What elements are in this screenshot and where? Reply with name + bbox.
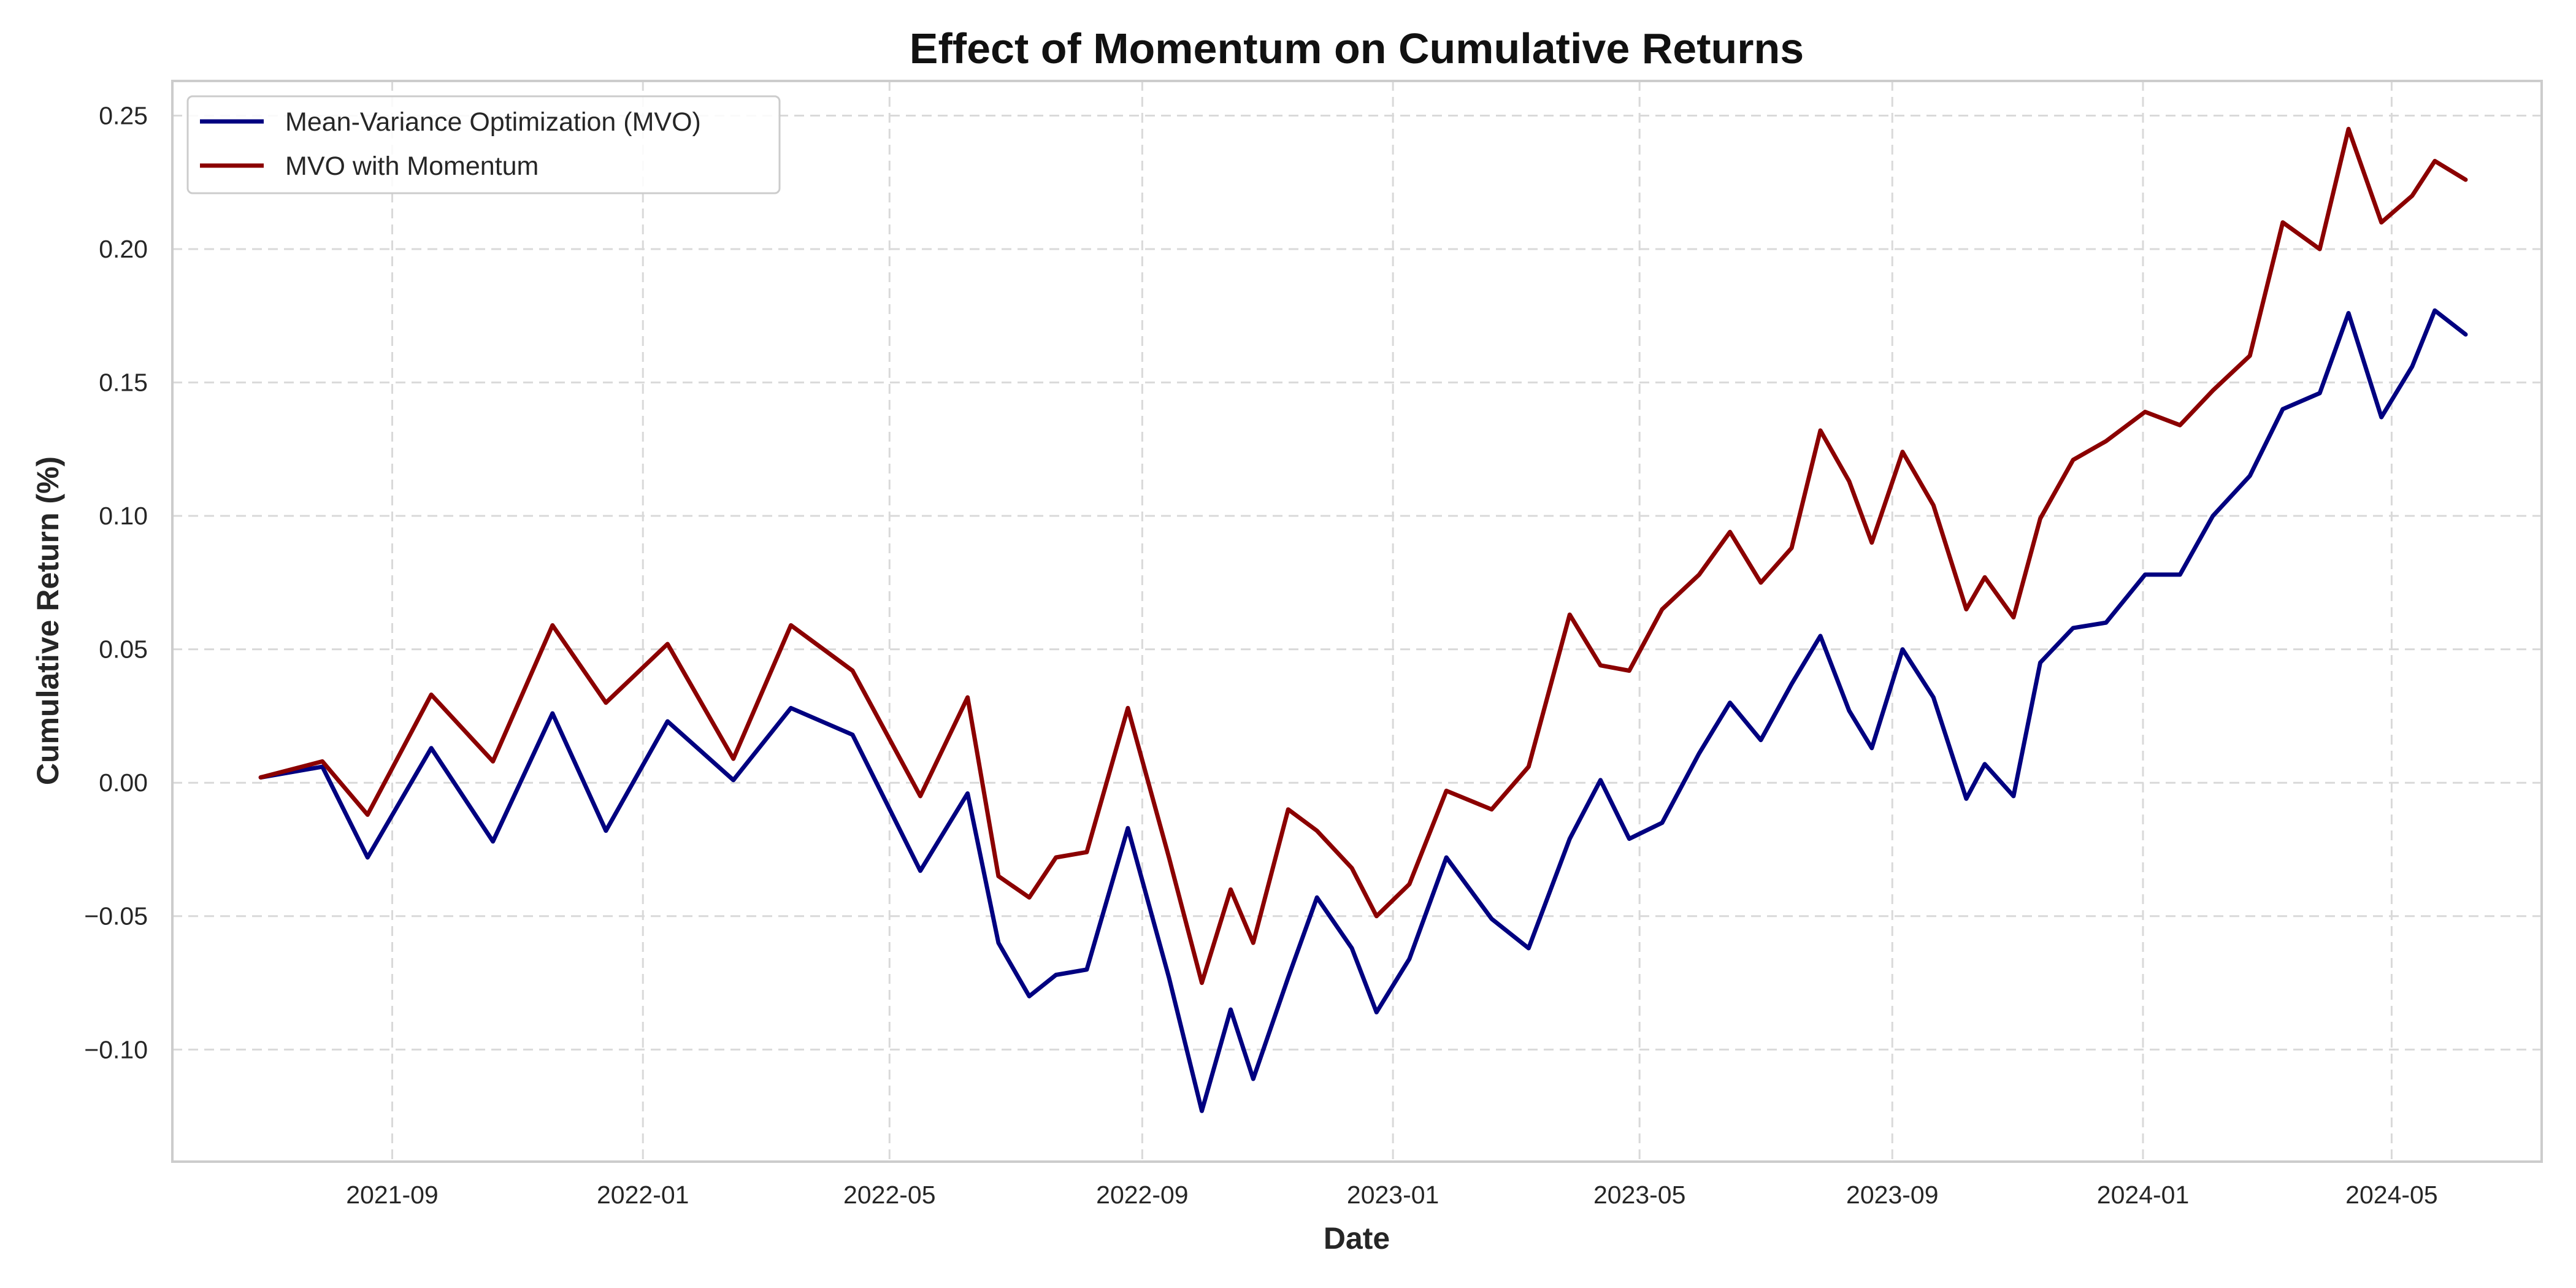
y-tick-label: 0.00 <box>99 769 148 797</box>
x-axis-label: Date <box>1324 1221 1390 1255</box>
y-tick-label: 0.10 <box>99 502 148 530</box>
series-line-mvo-momentum <box>258 126 2468 985</box>
legend-label-mvo-momentum: MVO with Momentum <box>285 151 539 181</box>
y-tick-label: −0.10 <box>84 1035 148 1064</box>
plot-area-frame <box>171 80 2543 1163</box>
x-tick-label: 2023-05 <box>1593 1181 1685 1209</box>
x-tick-label: 2024-01 <box>2097 1181 2189 1209</box>
y-tick-label: −0.05 <box>84 902 148 930</box>
legend-box <box>186 95 781 194</box>
x-tick-label: 2022-05 <box>843 1181 935 1209</box>
legend-label-mvo: Mean-Variance Optimization (MVO) <box>285 107 701 137</box>
y-tick-label: 0.20 <box>99 235 148 263</box>
x-tick-label: 2024-05 <box>2345 1181 2437 1209</box>
x-tick-label: 2023-09 <box>1846 1181 1938 1209</box>
y-tick-label: 0.15 <box>99 369 148 397</box>
series-group <box>258 126 2468 1113</box>
legend: Mean-Variance Optimization (MVO) MVO wit… <box>186 95 781 194</box>
y-axis: 0.25 0.20 0.15 0.10 0.05 0.00 −0.05 −0.10 <box>84 102 148 1064</box>
y-tick-label: 0.05 <box>99 635 148 664</box>
x-axis: 2021-09 2022-01 2022-05 2022-09 2023-01 2023-… <box>346 1181 2437 1209</box>
chart-title: Effect of Momentum on Cumulative Returns <box>910 25 1804 72</box>
y-axis-label: Cumulative Return (%) <box>31 456 65 785</box>
x-tick-label: 2022-09 <box>1096 1181 1188 1209</box>
grid <box>172 81 2542 1162</box>
x-tick-label: 2021-09 <box>346 1181 438 1209</box>
series-line-mvo <box>258 308 2468 1113</box>
y-tick-label: 0.25 <box>99 102 148 130</box>
x-tick-label: 2023-01 <box>1347 1181 1439 1209</box>
x-tick-label: 2022-01 <box>597 1181 689 1209</box>
